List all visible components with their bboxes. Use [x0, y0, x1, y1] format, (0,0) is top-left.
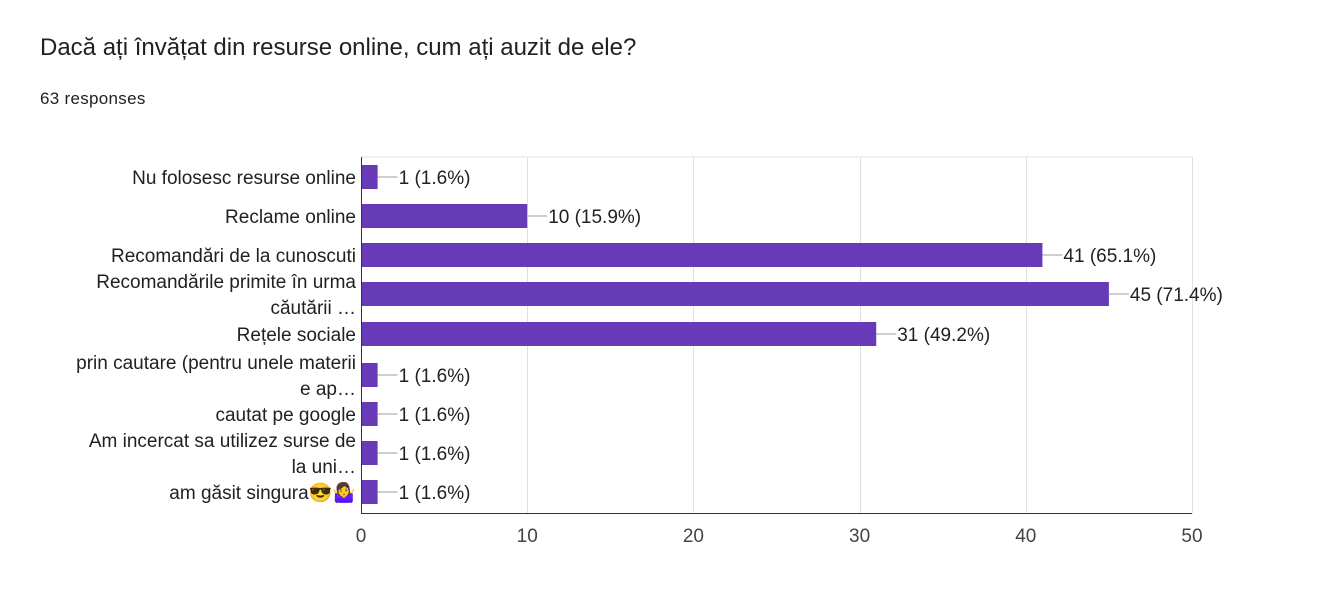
- question-title: Dacă ați învățat din resurse online, cum…: [40, 34, 637, 61]
- response-count: 63 responses: [40, 89, 146, 108]
- data-label: 1 (1.6%): [399, 168, 471, 189]
- data-label: 10 (15.9%): [548, 207, 641, 228]
- category-label: e ap…: [300, 379, 356, 400]
- bar: [361, 243, 1043, 267]
- category-label: Reclame online: [225, 207, 356, 228]
- category-label: Rețele sociale: [237, 325, 356, 346]
- bar: [361, 441, 378, 465]
- category-label: Recomandările primite în urma: [96, 272, 356, 293]
- x-tick-label: 0: [356, 526, 367, 547]
- category-label: prin cautare (pentru unele materii: [76, 353, 356, 374]
- axes: [361, 157, 1192, 514]
- category-label: am găsit singura😎🤷‍♀️: [169, 480, 356, 504]
- bar: [361, 165, 378, 189]
- category-label: căutării …: [270, 298, 356, 319]
- bar: [361, 204, 528, 228]
- bar: [361, 402, 378, 426]
- bar: [361, 322, 877, 346]
- category-label: Nu folosesc resurse online: [132, 168, 356, 189]
- category-label: Recomandări de la cunoscuti: [111, 246, 356, 267]
- data-label: 41 (65.1%): [1063, 246, 1156, 267]
- bar: [361, 363, 378, 387]
- x-tick-label: 10: [517, 526, 538, 547]
- bar: [361, 480, 378, 504]
- data-label: 45 (71.4%): [1130, 285, 1223, 306]
- category-label: la uni…: [292, 457, 356, 478]
- data-label: 1 (1.6%): [399, 405, 471, 426]
- category-label: cautat pe google: [215, 405, 356, 426]
- x-tick-label: 40: [1015, 526, 1036, 547]
- x-tick-label: 50: [1181, 526, 1202, 547]
- category-label: Am incercat sa utilizez surse de: [89, 431, 356, 452]
- bar: [361, 282, 1109, 306]
- x-tick-label: 20: [683, 526, 704, 547]
- data-label: 1 (1.6%): [399, 366, 471, 387]
- x-tick-label: 30: [849, 526, 870, 547]
- data-label: 31 (49.2%): [897, 325, 990, 346]
- bars: [361, 165, 1129, 504]
- data-label: 1 (1.6%): [399, 444, 471, 465]
- data-label: 1 (1.6%): [399, 483, 471, 504]
- labels: 0 10 20 30 40 50 1 (1.6%) Nu folosesc resurse o…: [76, 168, 1223, 547]
